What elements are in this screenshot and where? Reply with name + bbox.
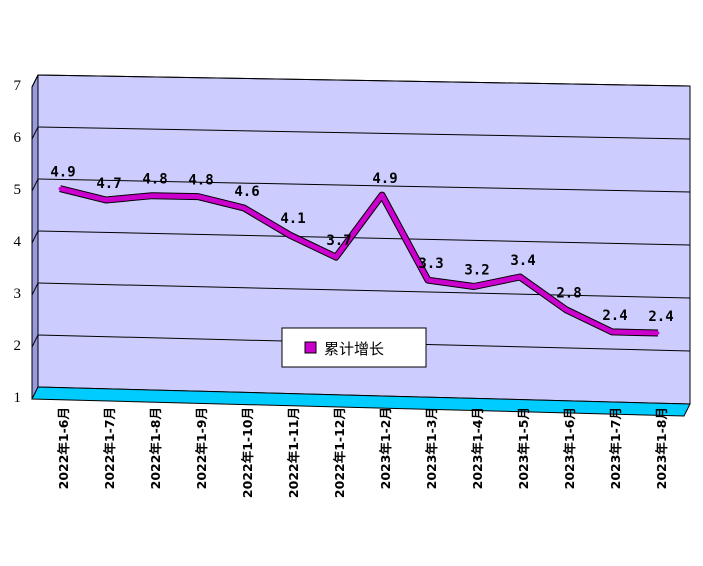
side-gridline — [31, 230, 39, 244]
side-gridline — [31, 126, 39, 140]
data-label: 3.4 — [510, 253, 535, 269]
data-label: 4.8 — [188, 173, 213, 189]
data-label: 2.8 — [556, 286, 581, 302]
data-point — [518, 275, 522, 279]
data-label: 4.9 — [50, 165, 75, 181]
data-point — [426, 278, 430, 282]
x-tick-label: 2022年1-12月 — [332, 407, 347, 498]
data-label: 3.2 — [464, 262, 489, 278]
gridline — [37, 282, 691, 299]
gridline — [37, 126, 691, 140]
x-tick-label: 2023年1-8月 — [654, 407, 669, 489]
x-tick-label: 2023年1-7月 — [608, 407, 623, 489]
gridline — [37, 230, 691, 246]
series-group — [58, 185, 660, 337]
plot-floor — [31, 386, 691, 417]
data-point — [656, 331, 660, 335]
y-tick-label: 5 — [14, 182, 22, 198]
data-point — [564, 308, 568, 312]
y-tick-label: 3 — [14, 286, 22, 302]
legend: 累计增长 — [281, 327, 427, 368]
data-label: 3.3 — [418, 256, 443, 272]
y-axis-ticks: 1 2 3 4 5 6 7 — [14, 78, 22, 406]
x-tick-label: 2022年1-10月 — [240, 407, 255, 498]
x-tick-label: 2022年1-6月 — [56, 407, 71, 489]
data-point — [334, 255, 338, 259]
side-gridline — [31, 74, 39, 88]
data-labels: 4.9 4.7 4.8 4.8 4.6 4.1 3.7 4.9 3.3 3.2 3.4 2.8 2.4 2… — [50, 165, 673, 325]
side-gridline — [31, 178, 39, 192]
data-point — [104, 198, 108, 202]
x-tick-label: 2023年1-3月 — [424, 407, 439, 489]
x-tick-label: 2022年1-7月 — [102, 407, 117, 489]
series-line — [59, 186, 659, 336]
legend-label: 累计增长 — [324, 340, 384, 358]
data-label: 4.7 — [96, 176, 121, 192]
gridline — [37, 74, 691, 87]
data-label: 4.1 — [280, 211, 305, 227]
x-tick-label: 2023年1-4月 — [470, 407, 485, 489]
legend-marker — [304, 341, 317, 354]
y-tick-label: 6 — [14, 130, 22, 146]
data-point — [150, 194, 154, 198]
data-label: 2.4 — [648, 309, 673, 325]
data-point — [380, 193, 384, 197]
x-tick-label: 2023年1-2月 — [378, 407, 393, 489]
side-gridline — [31, 334, 39, 348]
y-tick-label: 2 — [14, 338, 22, 354]
gridline — [37, 178, 691, 193]
x-tick-label: 2023年1-5月 — [516, 407, 531, 489]
x-tick-label: 2022年1-9月 — [194, 407, 209, 489]
side-gridline — [31, 282, 39, 296]
x-tick-label: 2022年1-11月 — [286, 407, 301, 498]
data-label: 4.9 — [372, 171, 397, 187]
y-tick-label: 1 — [14, 390, 22, 406]
data-point — [472, 284, 476, 288]
gridlines — [31, 74, 691, 352]
data-point — [610, 330, 614, 334]
data-label: 3.7 — [326, 233, 351, 249]
data-point — [242, 206, 246, 210]
x-axis-ticks: 2022年1-6月 2022年1-7月 2022年1-8月 2022年1-9月 2022… — [56, 407, 669, 498]
data-point — [288, 233, 292, 237]
y-tick-label: 4 — [14, 234, 22, 250]
data-label: 4.8 — [142, 172, 167, 188]
x-tick-label: 2022年1-8月 — [148, 407, 163, 489]
data-label: 2.4 — [602, 308, 627, 324]
data-point — [196, 195, 200, 199]
data-point — [58, 187, 62, 191]
x-tick-label: 2023年1-6月 — [562, 407, 577, 489]
data-label: 4.6 — [234, 184, 259, 200]
y-tick-label: 7 — [14, 78, 22, 94]
